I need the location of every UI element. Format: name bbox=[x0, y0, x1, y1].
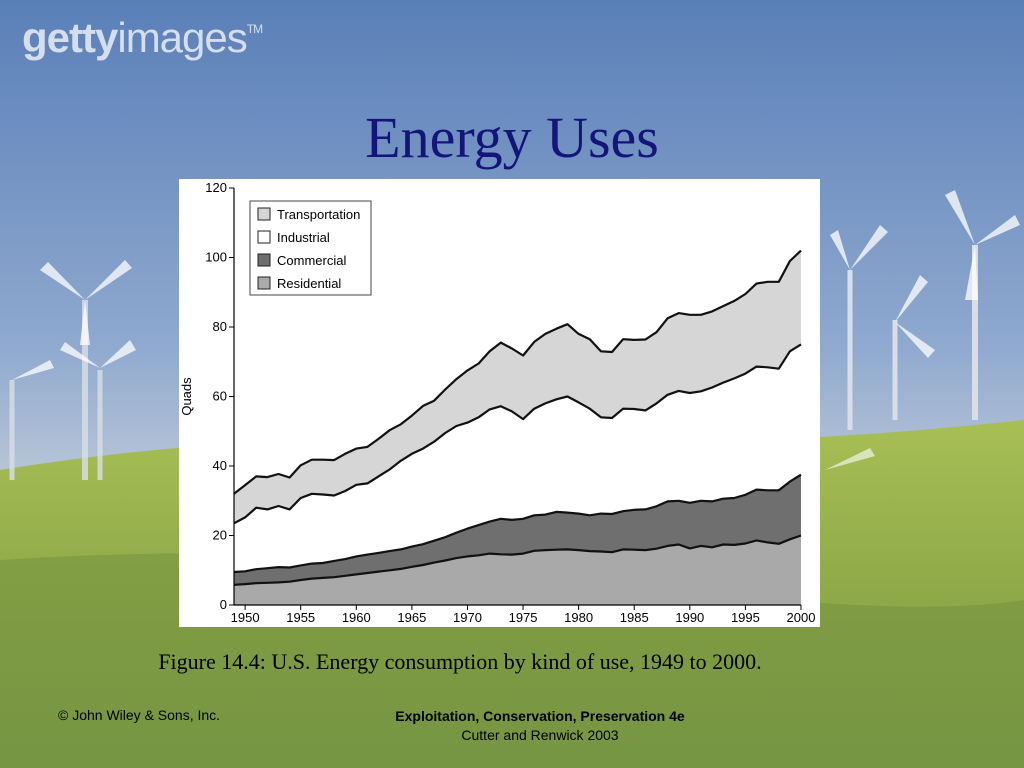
legend-label: Transportation bbox=[277, 207, 360, 222]
y-tick-label: 0 bbox=[220, 597, 227, 612]
legend-swatch bbox=[257, 253, 271, 267]
x-tick-label: 1960 bbox=[342, 610, 371, 625]
legend-swatch bbox=[257, 207, 271, 221]
legend-swatch bbox=[257, 230, 271, 244]
energy-chart-panel: 0 20 40 60 80 100 120 1950 1955 1960 1965 1970 1975 1… bbox=[179, 179, 820, 627]
y-tick-label: 40 bbox=[213, 458, 227, 473]
y-tick-label: 80 bbox=[213, 319, 227, 334]
line-residential bbox=[233, 534, 802, 586]
y-tick-label: 20 bbox=[213, 528, 227, 543]
y-tick-label: 120 bbox=[205, 180, 227, 195]
energy-area-chart: 0 20 40 60 80 100 120 1950 1955 1960 1965 1970 1975 1… bbox=[179, 180, 816, 625]
area-residential bbox=[234, 535, 801, 605]
x-tick-label: 2000 bbox=[787, 610, 816, 625]
y-tick-label: 60 bbox=[213, 389, 227, 404]
y-axis-label: Quads bbox=[179, 377, 194, 416]
y-tick-label: 100 bbox=[205, 250, 227, 265]
x-tick-label: 1985 bbox=[620, 610, 649, 625]
line-commercial bbox=[233, 473, 802, 574]
x-tick-label: 1995 bbox=[731, 610, 760, 625]
footer-authors: Cutter and Renwick 2003 bbox=[461, 727, 619, 743]
getty-images-watermark: gettyimagesTM bbox=[22, 14, 263, 61]
legend-label: Residential bbox=[277, 276, 341, 291]
x-tick-label: 1975 bbox=[509, 610, 538, 625]
line-industrial bbox=[233, 343, 802, 525]
legend-swatch bbox=[257, 276, 271, 290]
x-tick-label: 1965 bbox=[397, 610, 426, 625]
x-tick-label: 1980 bbox=[564, 610, 593, 625]
figure-caption: Figure 14.4: U.S. Energy consumption by … bbox=[158, 649, 762, 674]
slide-title: Energy Uses bbox=[365, 105, 659, 170]
x-tick-label: 1955 bbox=[286, 610, 315, 625]
x-tick-label: 1970 bbox=[453, 610, 482, 625]
x-tick-label: 1950 bbox=[231, 610, 260, 625]
footer-source: Exploitation, Conservation, Preservation… bbox=[340, 707, 740, 745]
x-tick-label: 1990 bbox=[675, 610, 704, 625]
legend-label: Industrial bbox=[277, 230, 330, 245]
line-transportation bbox=[233, 249, 802, 495]
legend-label: Commercial bbox=[277, 253, 346, 268]
footer-copyright: © John Wiley & Sons, Inc. bbox=[58, 707, 221, 723]
footer-book-title: Exploitation, Conservation, Preservation… bbox=[395, 708, 685, 724]
